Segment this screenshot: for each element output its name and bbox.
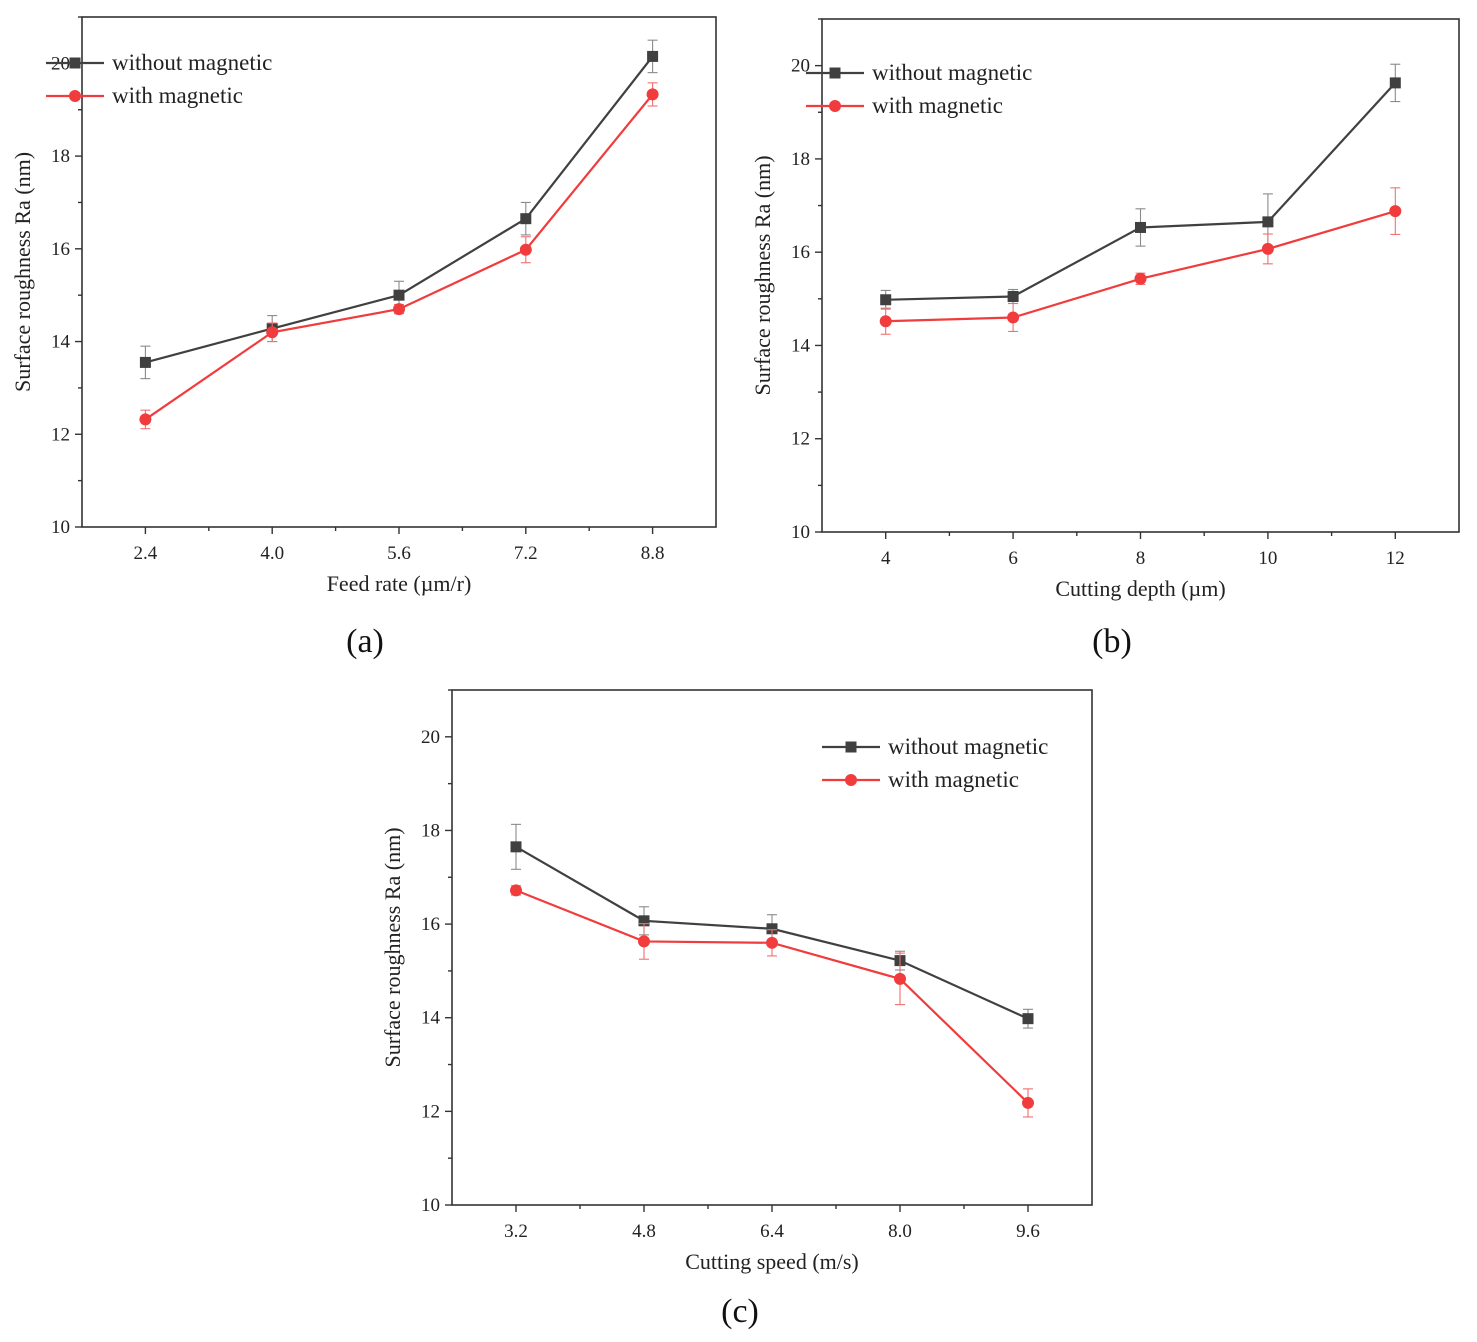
data-point-square: [1262, 216, 1274, 228]
data-point-circle: [266, 326, 279, 339]
data-point-square: [510, 841, 522, 853]
x-tick-label: 6: [1008, 548, 1018, 569]
data-point-circle: [510, 884, 522, 897]
x-tick-label: 8: [1136, 548, 1146, 569]
legend-label: with magnetic: [112, 83, 243, 108]
chart-c: 10 12 14 16 18 20 3.2 4.8 6.4 8.0 9.6 Cutting speed…: [380, 689, 1093, 1274]
y-tick-label: 12: [791, 429, 810, 450]
data-point-circle: [1261, 242, 1274, 255]
y-tick-label: 14: [791, 335, 811, 356]
data-point-square: [647, 50, 659, 62]
legend-marker-circle: [845, 774, 857, 786]
data-point-square: [880, 294, 892, 306]
y-tick-label: 12: [421, 1101, 440, 1122]
y-tick-label: 16: [791, 242, 810, 263]
data-point-square: [1135, 221, 1146, 233]
data-point-circle: [1022, 1096, 1034, 1109]
y-tick-label: 18: [791, 149, 810, 170]
x-tick-label: 8.8: [641, 543, 665, 564]
legend-label: without magnetic: [872, 60, 1032, 85]
legend-marker-circle: [69, 90, 81, 102]
x-tick-label: 6.4: [760, 1221, 784, 1242]
x-tick-label: 2.4: [134, 543, 158, 564]
data-point-square: [139, 356, 151, 368]
x-tick-label: 4.8: [632, 1221, 656, 1242]
data-point-circle: [638, 935, 650, 948]
data-point-circle: [894, 972, 906, 985]
x-tick-label: 10: [1258, 548, 1277, 569]
legend-label: without magnetic: [112, 50, 272, 75]
legend-label: with magnetic: [888, 767, 1019, 792]
x-tick-label: 12: [1386, 548, 1405, 569]
x-tick-label: 3.2: [504, 1221, 528, 1242]
x-tick-label: 7.2: [514, 543, 538, 564]
data-point-circle: [1134, 272, 1147, 285]
data-point-square: [766, 923, 778, 935]
y-tick-label: 16: [51, 239, 70, 260]
legend-label: without magnetic: [888, 734, 1048, 759]
legend-marker-square: [69, 57, 81, 69]
caption-a: (a): [346, 623, 384, 660]
data-point-circle: [393, 303, 405, 316]
data-point-circle: [766, 936, 778, 949]
data-point-circle: [646, 88, 659, 101]
legend-marker-square: [829, 67, 841, 79]
y-axis-label: Surface roughness Ra (nm): [380, 827, 405, 1067]
data-point-circle: [879, 315, 892, 328]
x-tick-label: 9.6: [1016, 1221, 1040, 1242]
y-tick-label: 14: [51, 332, 71, 353]
legend-marker-square: [845, 741, 857, 753]
y-tick-label: 20: [421, 727, 440, 748]
legend-label: with magnetic: [872, 93, 1003, 118]
y-axis-label: Surface roughness Ra (nm): [10, 152, 35, 392]
data-point-circle: [139, 413, 152, 426]
y-tick-label: 12: [51, 424, 70, 445]
data-point-square: [1007, 290, 1019, 302]
y-tick-label: 18: [51, 146, 70, 167]
series-line: [144, 93, 654, 421]
data-point-circle: [1389, 205, 1402, 218]
caption-b: (b): [1092, 623, 1132, 660]
caption-c: (c): [721, 1293, 759, 1330]
y-tick-label: 20: [791, 56, 810, 77]
x-axis-label: Cutting speed (m/s): [685, 1249, 859, 1274]
x-tick-label: 4.0: [260, 543, 284, 564]
x-tick-label: 5.6: [387, 543, 411, 564]
x-axis-label: Feed rate (µm/r): [327, 571, 472, 596]
data-point-square: [1022, 1013, 1034, 1025]
y-tick-label: 10: [421, 1195, 440, 1216]
data-point-circle: [519, 243, 532, 256]
data-point-square: [638, 915, 650, 927]
legend-marker-circle: [829, 100, 841, 112]
y-tick-label: 10: [791, 522, 810, 543]
y-axis-label: Surface roughness Ra (nm): [750, 155, 775, 395]
chart-b: 10 12 14 16 18 20 4 6 8 10 12 Cutting depth (µm) Sur…: [750, 18, 1460, 601]
y-tick-label: 10: [51, 517, 70, 538]
y-tick-label: 16: [421, 914, 440, 935]
y-tick-label: 14: [421, 1008, 441, 1029]
y-tick-label: 18: [421, 820, 440, 841]
data-point-square: [393, 289, 405, 301]
x-tick-label: 4: [881, 548, 891, 569]
x-tick-label: 8.0: [888, 1221, 912, 1242]
data-point-square: [520, 213, 532, 225]
x-axis-label: Cutting depth (µm): [1055, 576, 1225, 601]
data-point-square: [1389, 77, 1401, 89]
data-point-circle: [1007, 311, 1020, 324]
